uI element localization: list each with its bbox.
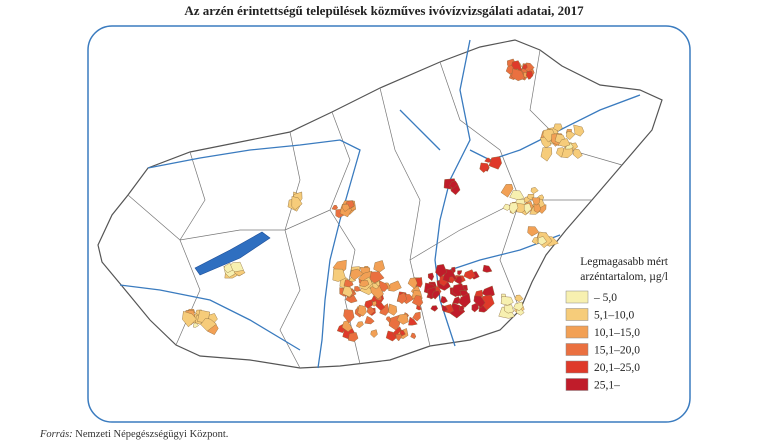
settlement-area [530, 187, 539, 195]
legend-label: 10,1–15,0 [594, 327, 640, 339]
settlement-area [416, 304, 422, 311]
settlement-area [358, 280, 370, 288]
settlement-area [388, 303, 398, 316]
map [97, 39, 663, 369]
settlement-area [342, 285, 353, 298]
settlement-area [572, 148, 583, 159]
settlement-area [411, 295, 424, 307]
settlement-area [435, 264, 448, 278]
legend-title: arzéntartalom, µg/l [580, 271, 668, 283]
settlement-area [533, 203, 542, 213]
settlement-area [509, 202, 519, 215]
settlement-area [397, 292, 408, 305]
settlement-area [525, 71, 534, 80]
legend: Legmagasabb mért arzéntartalom, µg/l – 5,0… [565, 256, 669, 392]
frame [87, 25, 691, 423]
settlement-area [347, 332, 359, 342]
settlement-area [366, 306, 376, 316]
settlement-area [372, 300, 377, 307]
legend-swatch [565, 325, 589, 339]
legend-label: 5,1–10,0 [594, 310, 635, 322]
legend-label: 15,1–20,0 [594, 345, 640, 357]
settlement-area [448, 276, 455, 284]
settlement-area [500, 184, 514, 198]
settlement-area [457, 270, 463, 276]
settlement-area [223, 262, 233, 274]
settlement-area [463, 269, 476, 280]
lake-balaton [194, 231, 271, 276]
settlement-area [407, 277, 418, 290]
title: Az arzén érintettségű települések közműv… [184, 3, 584, 18]
settlement-area [370, 329, 378, 338]
settlement-area [458, 293, 471, 308]
settlement-area [395, 333, 402, 342]
legend-label: 20,1–25,0 [594, 362, 640, 374]
settlement-area [192, 322, 199, 328]
source: Forrás: Nemzeti Népegészségügyi Központ. [39, 429, 228, 440]
settlement-area [553, 123, 563, 132]
settlement-area [524, 203, 532, 215]
settlement-area [441, 304, 449, 312]
settlement-area [349, 268, 364, 281]
settlement-area [412, 311, 421, 322]
settlement-area [357, 304, 367, 317]
legend-label: – 5,0 [593, 292, 617, 304]
settlement-area [440, 296, 448, 304]
settlement-area [513, 301, 524, 311]
settlement-area [370, 285, 384, 300]
settlement-area [514, 294, 524, 302]
settlement-area [522, 64, 528, 70]
settlement-area [531, 197, 541, 206]
settlement-area [473, 295, 486, 309]
settlement-area [354, 286, 362, 292]
settlement-area [372, 283, 379, 290]
settlement-area [449, 180, 459, 189]
settlement-area [557, 138, 571, 147]
settlement-area [484, 157, 492, 163]
settlement-area [561, 146, 574, 159]
legend-label: 25,1– [594, 380, 620, 392]
settlement-area [343, 309, 355, 324]
settlement-area [527, 226, 540, 237]
settlement-area [479, 162, 490, 173]
settlement-area [500, 296, 514, 306]
settlement-area [342, 203, 351, 212]
settlement-area [364, 315, 375, 325]
legend-swatch [565, 378, 589, 391]
settlement-area [332, 268, 346, 282]
settlement-area [369, 271, 385, 284]
settlement-area [431, 290, 441, 300]
source-label: Forrás: [39, 429, 73, 440]
settlement-area [540, 147, 553, 162]
settlement-area [396, 313, 409, 325]
settlement-area [503, 304, 515, 314]
settlement-area [182, 311, 197, 328]
settlement-area [373, 260, 385, 273]
legend-swatch [565, 360, 589, 374]
settlement-area [291, 196, 303, 210]
legend-swatch [565, 343, 589, 356]
settlement-area [355, 321, 364, 329]
settlement-area [537, 236, 548, 246]
legend-swatch [565, 308, 589, 321]
settlement-area [428, 272, 435, 282]
settlement-area [200, 317, 217, 332]
settlement-area [482, 264, 493, 273]
settlement-area [573, 124, 585, 137]
legend-title: Legmagasabb mért [580, 256, 669, 268]
settlement-area [410, 332, 417, 340]
legend-swatch [565, 290, 589, 304]
settlement-area [430, 305, 439, 312]
settlement-area [565, 130, 576, 141]
settlement-area [511, 68, 525, 82]
settlement-area [408, 316, 418, 326]
source-text: Nemzeti Népegészségügyi Központ. [75, 429, 228, 440]
settlement-area [331, 204, 339, 211]
settlement-area [385, 316, 391, 324]
settlement-area [502, 203, 512, 211]
